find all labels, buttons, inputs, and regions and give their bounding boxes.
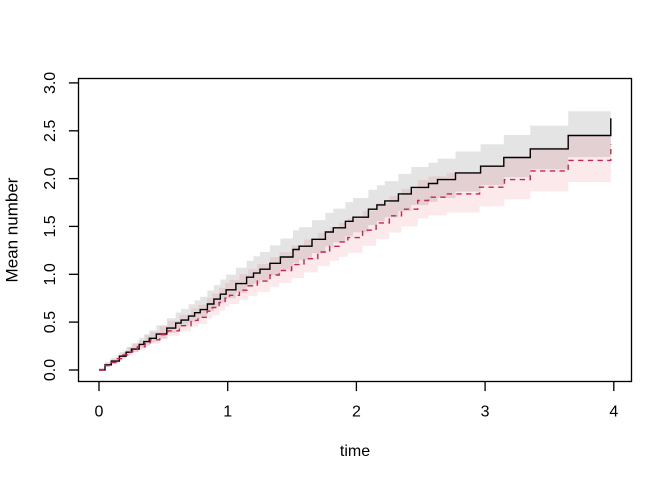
svg-text:1.5: 1.5	[42, 215, 59, 237]
svg-text:Mean number: Mean number	[3, 177, 22, 282]
svg-text:2.5: 2.5	[42, 120, 59, 142]
svg-text:0.5: 0.5	[42, 311, 59, 333]
svg-text:1: 1	[223, 404, 232, 421]
svg-text:2: 2	[352, 404, 361, 421]
svg-text:0.0: 0.0	[42, 359, 59, 381]
svg-text:4: 4	[609, 404, 618, 421]
svg-text:0: 0	[95, 404, 104, 421]
svg-text:3: 3	[481, 404, 490, 421]
svg-text:2.0: 2.0	[42, 167, 59, 189]
svg-text:3.0: 3.0	[42, 72, 59, 94]
svg-text:time: time	[340, 443, 370, 460]
svg-text:1.0: 1.0	[42, 263, 59, 285]
